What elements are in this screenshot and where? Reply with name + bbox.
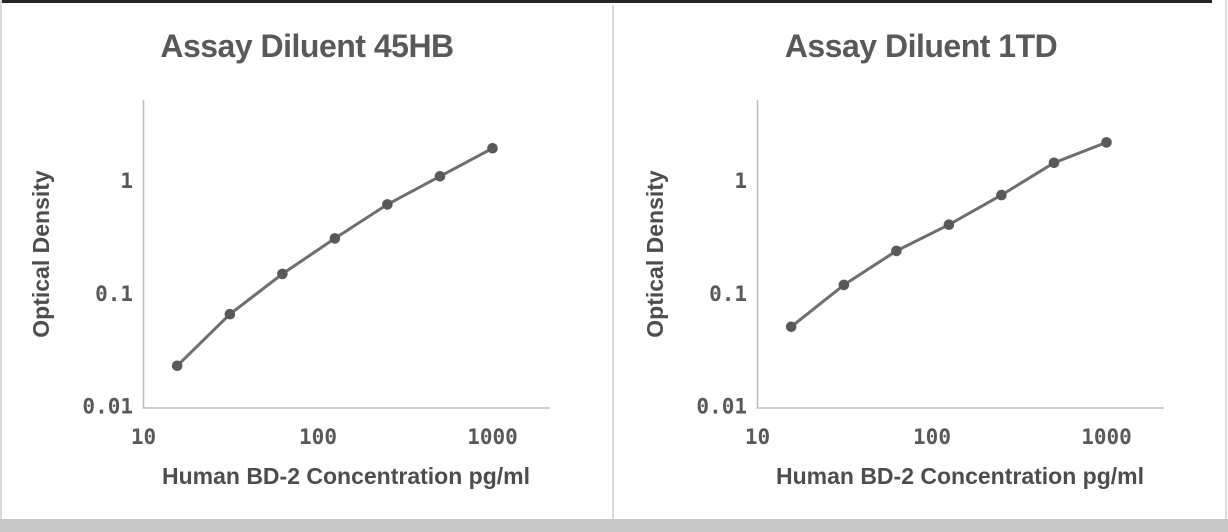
data-point <box>996 189 1007 201</box>
data-point <box>943 219 955 230</box>
y-tick-label: 0.01 <box>82 395 133 419</box>
data-point <box>1101 137 1112 148</box>
x-axis-label: Human BD-2 Concentration pg/ml <box>775 463 1144 489</box>
data-point <box>891 245 902 257</box>
data-point <box>1048 157 1060 169</box>
chart-title: Assay Diluent 45HB <box>160 28 454 64</box>
x-tick-label: 10 <box>131 425 156 449</box>
data-point <box>838 279 850 291</box>
data-point <box>487 143 498 154</box>
data-point <box>382 199 393 210</box>
data-point <box>171 360 183 372</box>
data-point <box>434 171 446 182</box>
y-tick-label: 1 <box>120 169 133 193</box>
chart-title: Assay Diluent 1TD <box>784 28 1058 64</box>
plot-area: 1 0.1 0.01 10 100 1000 <box>82 100 550 449</box>
data-point <box>785 321 797 333</box>
data-point <box>329 233 341 244</box>
x-tick-label: 100 <box>299 425 337 449</box>
y-tick-label: 0.01 <box>696 395 747 419</box>
plot-area: 1 0.1 0.01 10 100 1000 <box>696 100 1164 449</box>
x-tick-label: 100 <box>913 425 951 449</box>
chart-panel-1td: Assay Diluent 1TD Optical Density 1 0.1 0.… <box>614 0 1228 532</box>
y-tick-label: 0.1 <box>709 282 747 306</box>
x-axis-label: Human BD-2 Concentration pg/ml <box>161 463 530 489</box>
data-point <box>224 308 236 320</box>
series-line <box>175 146 494 368</box>
bottom-bar <box>0 519 1228 532</box>
chart-panel-45hb: Assay Diluent 45HB Optical Density 1 0.1 0… <box>28 28 550 489</box>
data-point <box>277 268 288 280</box>
x-tick-label: 1000 <box>467 425 518 449</box>
top-edge-line <box>0 0 1212 3</box>
y-tick-label: 0.1 <box>95 282 133 306</box>
x-tick-label: 10 <box>745 425 770 449</box>
x-tick-label: 1000 <box>1081 425 1132 449</box>
panel-divider <box>612 5 614 519</box>
right-border <box>1225 0 1227 532</box>
y-tick-label: 1 <box>734 169 747 193</box>
series-line <box>789 140 1108 329</box>
left-border <box>0 0 2 532</box>
